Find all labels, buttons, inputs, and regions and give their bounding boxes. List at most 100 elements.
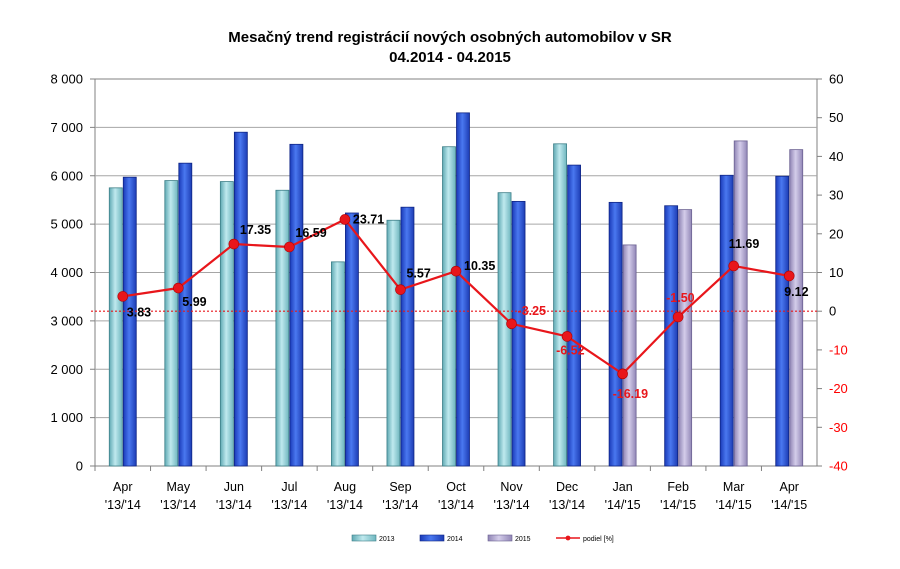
line-data-label: 11.69 [729,237,760,251]
line-data-label: 23.71 [353,212,384,226]
bar-2015 [622,244,637,467]
legend-label: podiel [%] [583,536,614,543]
category-label: Jun [224,480,244,494]
line-point [284,241,295,253]
category-label: Nov [500,480,523,494]
category-label: Apr [780,480,799,494]
left-tick-label: 1 000 [50,410,83,425]
bar-2014 [511,200,526,467]
line-data-label: -6.52 [556,343,585,357]
bar-2013 [275,189,290,467]
bar-2015 [733,140,748,467]
category-label: Jan [613,480,633,494]
bar-2013 [331,261,345,467]
chart-title: Mesačný trend registrácií nových osobnýc… [228,29,672,46]
category-label: Dec [556,480,578,494]
line-point [339,214,351,225]
category-label-years: '13/'14 [549,498,585,512]
line-data-label: 5.57 [406,267,430,281]
category-label-years: '13/'14 [216,498,252,512]
bar-2015 [789,149,804,467]
bar-2014 [289,143,304,467]
bar-2014 [233,131,248,467]
line-data-label: -1.50 [666,291,695,305]
line-series: 3.83 5.99 17.35 16.59 23.71 5.57 10.35 -3.25 -6.… [117,212,809,401]
category-label-years: '13/'14 [160,498,196,512]
category-label: Oct [446,480,466,494]
left-tick-label: 0 [76,459,83,474]
bar-2013 [219,181,234,467]
category-label-years: '13/'14 [438,498,474,512]
line-point [728,260,739,272]
category-label: Sep [389,480,411,494]
bar-2013 [164,180,179,467]
line-point [617,368,628,380]
line-data-label: 9.12 [784,285,808,299]
category-label-years: '13/'14 [271,498,307,512]
left-tick-label: 5 000 [50,217,83,232]
category-label: Apr [113,480,132,494]
bar-2014 [664,205,679,467]
left-tick-label: 7 000 [50,120,83,135]
right-tick-label: 30 [829,188,843,203]
line-point [506,318,517,330]
chart-subtitle: 04.2014 - 04.2015 [389,49,511,66]
category-label-years: '14/'15 [771,498,807,512]
legend-swatch [419,534,445,542]
bar-2015 [678,209,693,467]
legend-label: 2014 [447,536,463,543]
line-point [450,265,462,277]
line-point [228,238,240,250]
line-point [783,270,795,282]
legend-line-marker [565,535,571,541]
line-data-label: 16.59 [295,226,326,240]
gridlines [95,126,817,419]
bar-2013 [497,192,512,467]
bar-2014 [400,206,415,467]
line-data-label: 10.35 [464,259,495,273]
line-data-label: 17.35 [240,223,271,237]
line-data-label: -3.25 [518,304,547,318]
bar-2013 [386,219,401,467]
category-label-years: '14/'15 [716,498,752,512]
line-data-label: 5.99 [182,295,206,309]
line-point [173,282,184,294]
category-label: May [166,480,190,494]
right-tick-label: 60 [829,72,843,87]
legend-label: 2013 [379,536,395,543]
category-label-years: '13/'14 [327,498,363,512]
line-point [117,291,129,302]
category-label: Mar [723,480,745,494]
left-tick-label: 4 000 [50,265,83,280]
line-point [672,311,684,323]
bar-2014 [456,112,470,467]
right-tick-label: 50 [829,110,843,125]
left-tick-label: 6 000 [50,168,83,183]
bar-2014 [122,176,137,467]
left-tick-label: 8 000 [50,72,83,87]
line-point [395,284,406,295]
category-label: Feb [667,480,689,494]
legend-label: 2015 [515,536,531,543]
bar-2013 [553,143,567,467]
category-axis: Apr '13/'14 May '13/'14 Jun '13/'14 Jul '13/'14… [105,480,808,512]
left-tick-label: 2 000 [50,362,83,377]
bar-2013 [108,187,123,467]
right-tick-label: -40 [829,459,848,474]
right-tick-label: 20 [829,226,843,241]
category-label-years: '13/'14 [382,498,418,512]
legend: 2013 2014 2015 podiel [%] [351,534,614,543]
right-tick-label: -30 [829,420,848,435]
category-label: Aug [334,480,356,494]
category-label-years: '14/'15 [660,498,696,512]
legend-swatch [351,534,377,542]
bar-2014 [178,162,193,467]
line-data-label: 3.83 [127,305,151,319]
line-data-label: -16.19 [613,387,648,401]
right-tick-label: -10 [829,342,848,357]
bar-2014 [719,174,734,467]
bar-2014 [608,201,623,467]
right-tick-label: 40 [829,149,843,164]
category-label-years: '14/'15 [605,498,641,512]
